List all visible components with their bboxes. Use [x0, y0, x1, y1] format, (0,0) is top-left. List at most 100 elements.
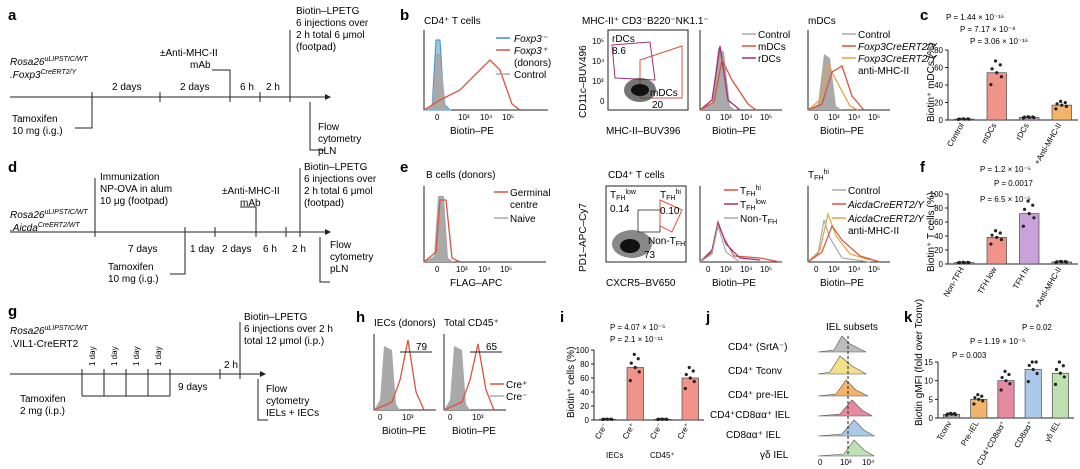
c-dot [962, 117, 966, 121]
e-p2-xlabel: CXCR5–BV650 [606, 278, 676, 289]
b-p3-tick3: 10⁵ [760, 113, 772, 122]
f-ytick-label: 80 [934, 204, 943, 213]
h-leg-cre-pos: Cre⁺ [506, 380, 527, 391]
i-dot [610, 417, 614, 421]
d-bio-2: 6 injections over [304, 174, 377, 185]
b-p4-tick2: 10⁴ [848, 113, 861, 122]
b-hist-3: 0 10³ 10⁴ 10⁵ Biotin–PE Control mDCs rDC… [699, 30, 790, 137]
k-dot [1003, 369, 1007, 373]
f-ylabel: Biotin⁺ T cells (%) [926, 192, 937, 272]
i-dot [657, 417, 661, 421]
c-dot [1022, 115, 1027, 119]
panel-f: f Biotin⁺ T cells (%) P = 1.2 × 10⁻⁵ P =… [920, 159, 1078, 310]
c-dot [967, 117, 971, 121]
b-p1-tick3: 10⁵ [502, 113, 514, 122]
f-dot [967, 261, 971, 265]
k-dot [1000, 375, 1004, 380]
panel-b: b CD4⁺ T cells 0 10³ 10⁴ 10⁵ Biotin–PE F… [400, 7, 938, 137]
k-dot [1027, 363, 1031, 368]
c-dot [1063, 101, 1067, 105]
k-dot [1034, 360, 1038, 364]
k-dot [950, 412, 954, 416]
a-mhc-1: ±Anti-MHC-II [160, 48, 218, 59]
panel-i: i Biotin⁺ cells (%) P = 4.07 × 10⁻⁵ P = … [560, 309, 704, 460]
e-p3-leg-tfhlow: TFHlow [740, 199, 767, 212]
panel-h-letter: h [356, 309, 365, 326]
k-dot [976, 393, 980, 397]
f-pval-0: P = 1.2 × 10⁻⁵ [980, 165, 1031, 174]
e-p4-leg-aicda: AicdaCreERT2/Y [847, 200, 925, 211]
d-bio-3: 2 h total 6 μmol [304, 186, 373, 197]
a-tam-1: Tamoxifen [12, 114, 58, 125]
b-p3-tick0: 0 [706, 113, 711, 122]
c-dot [1032, 115, 1036, 120]
d-int3: 2 days [222, 244, 251, 255]
e-p2-title: CD4⁺ T cells [608, 170, 665, 181]
b-gate-rdcs-val: 8.6 [612, 46, 626, 57]
i-dot [691, 369, 695, 373]
j-row-2: CD4⁺ pre-IEL [728, 390, 789, 401]
panel-c-letter: c [920, 7, 928, 24]
d-mhc-2: mAb [240, 198, 261, 209]
panel-h: h IECs (donors) Total CD45⁺ 79 65 0 10³ … [356, 309, 527, 437]
j-row-0: CD4⁺ (SrtA⁻) [728, 342, 787, 353]
panel-a: a Rosa26uLIPSTIC/WT .Foxp3CreERT2/Y 2 da… [8, 6, 369, 157]
f-dot [999, 238, 1004, 242]
b-p3-tick2: 10⁴ [740, 113, 753, 122]
b-p3-leg-control: Control [758, 30, 790, 41]
k-dot [1030, 360, 1034, 364]
h-tick3: 10³ [472, 413, 484, 422]
a-bio-2: 6 injections over [296, 18, 369, 29]
e-p3-tick2: 10⁴ [740, 265, 753, 274]
f-dot [1031, 203, 1035, 207]
panel-k-letter: k [904, 309, 913, 326]
c-dot [1055, 102, 1059, 106]
c-dot [1054, 107, 1058, 111]
k-dot [1054, 367, 1059, 372]
d-bio-4: (footpad) [304, 198, 344, 209]
b-p1-tick2: 10⁴ [480, 113, 493, 122]
h-gate-1: 79 [416, 342, 428, 353]
j-tick2: 10⁴ [862, 458, 875, 467]
i-dot [661, 417, 665, 421]
a-int3: 6 h [240, 82, 254, 93]
k-bar [970, 399, 988, 419]
panel-b-letter: b [400, 7, 409, 24]
k-ytick-label: 10 [924, 377, 933, 386]
d-tam-1: Tamoxifen [108, 262, 154, 273]
d-flow-1: Flow [330, 240, 352, 251]
b-p1-xlabel: Biotin–PE [450, 126, 494, 137]
k-dot [1061, 364, 1065, 368]
e-p1-tick1: 10³ [456, 265, 468, 274]
panel-d-line1: Rosa26uLIPSTIC/WT [10, 209, 88, 221]
j-row-3: CD4⁺CD8αα⁺ IEL [710, 410, 790, 421]
f-bar [1019, 213, 1040, 265]
b-p3-leg-rdcs: rDCs [758, 54, 781, 65]
c-dot [989, 82, 993, 87]
b-p4-leg-antimhc: anti-MHC-II [858, 66, 909, 77]
panel-e: e B cells (donors) 0 10³ 10⁴ 10⁵ FLAG–AP… [400, 159, 925, 289]
f-bar [986, 237, 1007, 265]
c-dot [1060, 103, 1064, 107]
i-dot [633, 365, 637, 370]
i-dot [602, 417, 606, 421]
k-ylabel: Biotin gMFI (fold over Tconv) [914, 299, 925, 426]
b-p1-tick0: 0 [435, 113, 440, 122]
e-gate-tfhhi-val: 0.10 [660, 206, 680, 217]
k-pval-0: P = 0.02 [1022, 323, 1052, 332]
e-gate-tfhlow-val: 0.14 [610, 204, 630, 215]
f-dot [998, 231, 1002, 235]
b-hist-4: 0 10³ 10⁴ 10⁵ Biotin–PE Control Foxp3Cre… [807, 30, 938, 137]
g-bio-2: 6 injections over 2 h [244, 324, 333, 335]
k-ytick-label: 5 [929, 395, 934, 404]
i-dot [692, 379, 696, 384]
f-pval-2: P = 6.5 × 10⁻⁵ [980, 195, 1031, 204]
e-gate-tfhlow: TFHlow [610, 189, 637, 202]
c-bar [1051, 104, 1072, 121]
f-ytick-label: 0 [939, 260, 944, 269]
c-ytick-label: 20 [934, 99, 943, 108]
k-dot [1031, 367, 1035, 372]
k-dot [999, 388, 1003, 392]
k-dot [1007, 372, 1011, 377]
c-category-label: mDCs [980, 122, 999, 146]
